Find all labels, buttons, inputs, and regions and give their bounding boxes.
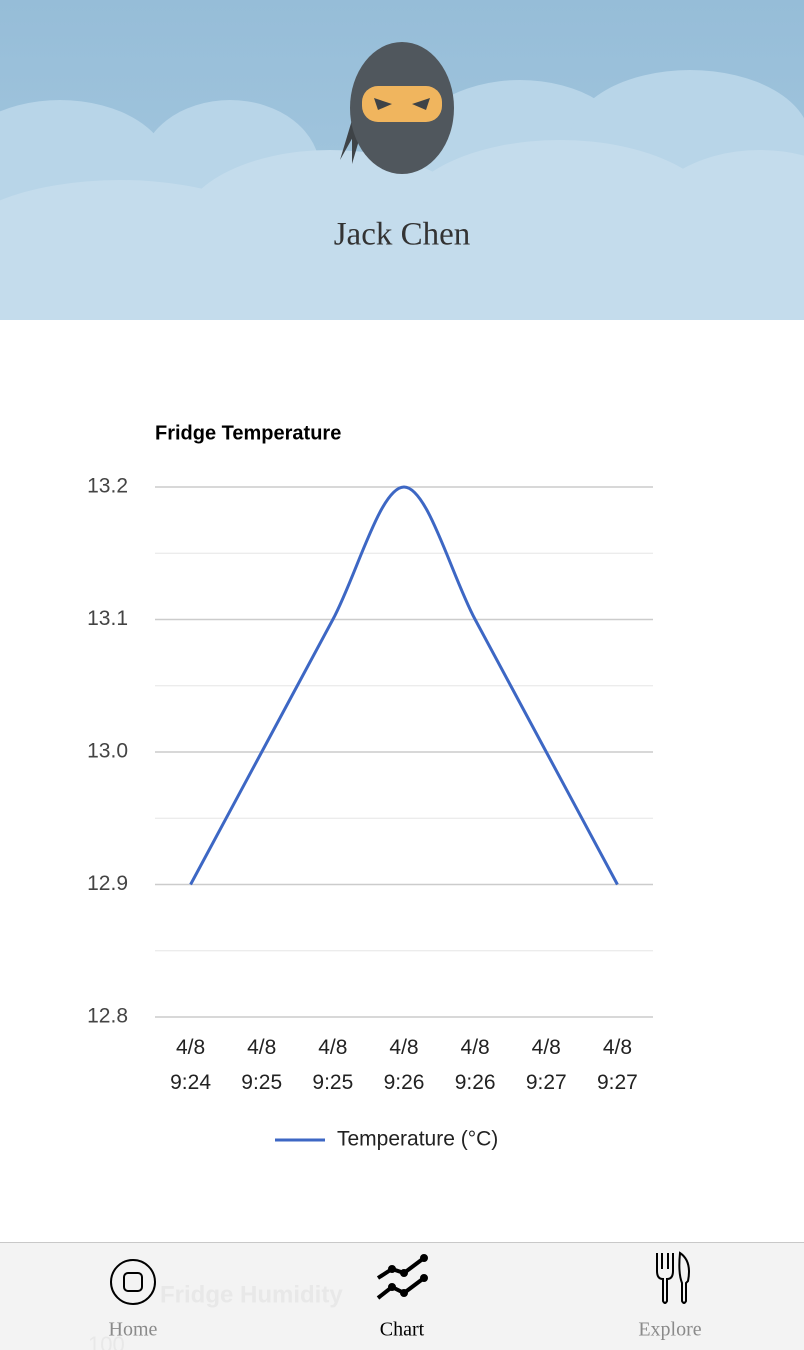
- x-tick-label: 4/8 9:26: [454, 1036, 496, 1094]
- hidden-chart-title: Fridge Humidity: [160, 1281, 343, 1308]
- x-tick-label: 4/8 9:27: [525, 1036, 567, 1094]
- line-series: [189, 485, 619, 886]
- explore-icon[interactable]: [656, 1251, 690, 1304]
- legend-label: Temperature (°C): [337, 1128, 498, 1151]
- tab-label[interactable]: Explore: [638, 1319, 701, 1341]
- x-tick-label: 4/8 9:26: [383, 1036, 425, 1094]
- y-tick-label: 13.2: [87, 475, 128, 498]
- y-tick-label: 13.1: [87, 607, 128, 630]
- tab-label[interactable]: Chart: [380, 1319, 425, 1341]
- tab-bar-graphics: Fridge Humidity 100 Home Chart Explore: [88, 1251, 702, 1350]
- profile-header: Jack Chen: [0, 0, 804, 320]
- home-icon[interactable]: [110, 1259, 156, 1305]
- avatar: [340, 42, 454, 174]
- x-tick-label: 4/8 9:25: [241, 1036, 283, 1094]
- x-tick-label: 4/8 9:24: [170, 1036, 211, 1094]
- hidden-tick-label: 100: [88, 1332, 125, 1350]
- tab-label[interactable]: Home: [109, 1319, 158, 1341]
- x-tick-label: 4/8 9:27: [596, 1036, 638, 1094]
- y-tick-label: 13.0: [87, 740, 128, 763]
- chart-icon[interactable]: [376, 1254, 428, 1300]
- user-name: Jack Chen: [334, 217, 471, 253]
- chart: Fridge Temperature 12.8 12.9 13.0 13.1 13.2 T…: [87, 422, 653, 1151]
- y-tick-label: 12.9: [87, 872, 128, 895]
- tab-bar: Fridge Humidity 100 Home Chart Explore: [0, 1242, 804, 1350]
- x-tick-label: 4/8 9:25: [312, 1036, 354, 1094]
- chart-title: Fridge Temperature: [155, 422, 341, 444]
- y-tick-label: 12.8: [87, 1005, 128, 1028]
